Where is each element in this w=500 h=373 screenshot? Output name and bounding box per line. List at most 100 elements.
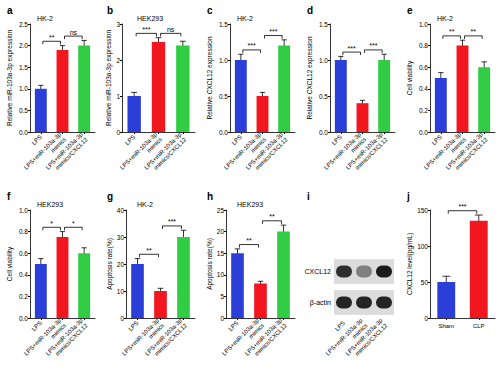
svg-text:Apoptosis rate(%): Apoptosis rate(%) [106,238,114,290]
svg-text:0: 0 [220,315,224,322]
svg-text:*: * [72,220,75,227]
svg-text:0.6: 0.6 [419,64,428,71]
svg-text:***: *** [248,42,256,49]
svg-text:**: ** [49,34,55,41]
svg-text:mimics/CXCL12: mimics/CXCL12 [254,136,289,171]
svg-text:h: h [207,191,213,202]
svg-text:***: *** [269,28,277,35]
svg-text:Sham: Sham [438,323,454,329]
svg-text:150: 150 [417,207,428,214]
svg-text:0: 0 [116,129,120,136]
svg-text:0.0: 0.0 [219,129,228,136]
svg-text:Relative CXCL12 expression: Relative CXCL12 expression [306,36,314,119]
svg-text:20: 20 [117,261,125,268]
svg-text:30: 30 [117,234,125,241]
svg-text:1.0: 1.0 [419,21,428,28]
svg-text:1.0: 1.0 [19,85,28,92]
svg-text:LPS: LPS [31,320,43,332]
svg-text:LPS: LPS [31,134,43,146]
svg-text:***: *** [168,218,176,225]
svg-text:mimics/CXCL12: mimics/CXCL12 [154,322,189,357]
svg-text:0.0: 0.0 [319,129,328,136]
svg-text:b: b [107,5,113,16]
svg-text:3: 3 [116,21,120,28]
svg-text:2.5: 2.5 [19,21,28,28]
svg-text:***: *** [458,203,466,210]
svg-text:HEK293: HEK293 [237,201,263,208]
svg-text:Cell viability: Cell viability [6,246,14,281]
svg-text:Cell viability: Cell viability [406,60,414,95]
svg-text:0.8: 0.8 [19,228,28,235]
svg-text:1.5: 1.5 [219,21,228,28]
svg-text:0.5: 0.5 [19,107,28,114]
svg-text:mimics/CXCL12: mimics/CXCL12 [354,136,389,171]
svg-text:0.0: 0.0 [19,315,28,322]
svg-text:j: j [406,191,410,202]
svg-text:1.0: 1.0 [219,57,228,64]
svg-text:Relative miR-103a-3p expressio: Relative miR-103a-3p expression [105,30,113,126]
svg-text:mimics/CXCL12: mimics/CXCL12 [454,136,489,171]
svg-text:**: ** [471,28,477,35]
svg-text:1.0: 1.0 [319,57,328,64]
svg-text:HEK293: HEK293 [137,15,163,22]
svg-text:f: f [7,191,11,202]
svg-text:10: 10 [217,271,225,278]
svg-text:e: e [407,5,413,16]
svg-text:CXCL12: CXCL12 [305,268,332,275]
svg-text:HK-2: HK-2 [437,15,453,22]
svg-text:0: 0 [424,315,428,322]
svg-text:LPS: LPS [334,320,346,332]
svg-text:LPS: LPS [227,320,239,332]
svg-text:**: ** [269,213,275,220]
svg-text:25: 25 [217,207,225,214]
svg-text:ns: ns [167,26,175,33]
svg-text:0.2: 0.2 [19,293,28,300]
svg-text:0.0: 0.0 [19,129,28,136]
svg-text:0.0: 0.0 [419,129,428,136]
svg-text:HK-2: HK-2 [237,15,253,22]
svg-text:LPS: LPS [127,320,139,332]
svg-text:***: *** [348,45,356,52]
svg-text:LPS: LPS [231,134,243,146]
svg-text:Relative miR-103a-3p expressio: Relative miR-103a-3p expression [6,30,14,126]
svg-text:15: 15 [217,250,225,257]
svg-text:2: 2 [116,57,120,64]
svg-text:i: i [307,191,310,202]
svg-text:2.0: 2.0 [19,42,28,49]
svg-text:LPS: LPS [431,134,443,146]
svg-text:***: *** [369,42,377,49]
svg-text:100: 100 [417,243,428,250]
svg-text:mimics/CXCL12: mimics/CXCL12 [153,136,188,171]
svg-text:HEK293: HEK293 [37,201,63,208]
svg-text:0.8: 0.8 [419,42,428,49]
svg-text:HK-2: HK-2 [137,201,153,208]
svg-text:ns: ns [70,29,78,36]
svg-text:**: ** [146,247,152,254]
svg-text:CLP: CLP [473,323,485,329]
svg-text:50: 50 [421,279,429,286]
svg-text:0.4: 0.4 [419,85,428,92]
svg-text:c: c [207,5,213,16]
svg-text:0: 0 [120,315,124,322]
svg-text:β-actin: β-actin [310,299,331,307]
svg-text:LPS: LPS [331,134,343,146]
svg-text:0.5: 0.5 [319,93,328,100]
svg-text:Apoptosis rate(%): Apoptosis rate(%) [206,238,214,290]
svg-text:g: g [107,191,113,202]
svg-text:***: *** [142,26,150,33]
svg-text:HK-2: HK-2 [37,15,53,22]
svg-text:LPS: LPS [124,134,136,146]
svg-text:Relative CXCL12 expression: Relative CXCL12 expression [206,36,214,119]
svg-text:CXCL12 level(pg/mL): CXCL12 level(pg/mL) [406,233,414,295]
svg-text:10: 10 [117,288,125,295]
svg-text:*: * [50,220,53,227]
svg-text:1: 1 [116,93,120,100]
svg-text:mimics/CXCL12: mimics/CXCL12 [254,322,289,357]
svg-text:**: ** [246,237,252,244]
svg-text:40: 40 [117,207,125,214]
svg-text:20: 20 [217,228,225,235]
svg-text:**: ** [449,28,455,35]
svg-text:0.5: 0.5 [219,93,228,100]
svg-text:a: a [7,5,13,16]
svg-text:1.5: 1.5 [19,64,28,71]
